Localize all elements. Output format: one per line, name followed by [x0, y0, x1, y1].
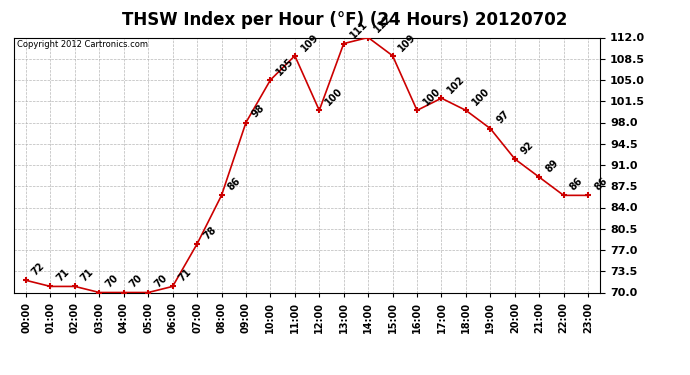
Text: 112: 112 [373, 13, 394, 35]
Text: 71: 71 [55, 267, 71, 284]
Text: 72: 72 [30, 261, 47, 278]
Text: 105: 105 [275, 56, 296, 77]
Text: 102: 102 [446, 74, 467, 95]
Text: 109: 109 [397, 32, 418, 53]
Text: 86: 86 [568, 176, 584, 193]
Text: 100: 100 [324, 86, 345, 108]
Text: Copyright 2012 Cartronics.com: Copyright 2012 Cartronics.com [17, 40, 148, 49]
Text: THSW Index per Hour (°F) (24 Hours) 20120702: THSW Index per Hour (°F) (24 Hours) 2012… [122, 11, 568, 29]
Text: 92: 92 [519, 140, 535, 156]
Text: 71: 71 [79, 267, 96, 284]
Text: 100: 100 [470, 86, 491, 108]
Text: 70: 70 [128, 273, 144, 290]
Text: 71: 71 [177, 267, 193, 284]
Text: 70: 70 [104, 273, 120, 290]
Text: 97: 97 [495, 109, 511, 126]
Text: 86: 86 [226, 176, 242, 193]
Text: 78: 78 [201, 225, 218, 241]
Text: 89: 89 [543, 158, 560, 174]
Text: 111: 111 [348, 20, 369, 41]
Text: 86: 86 [592, 176, 609, 193]
Text: 70: 70 [152, 273, 169, 290]
Text: 98: 98 [250, 103, 267, 120]
Text: 109: 109 [299, 32, 320, 53]
Text: 100: 100 [421, 86, 442, 108]
